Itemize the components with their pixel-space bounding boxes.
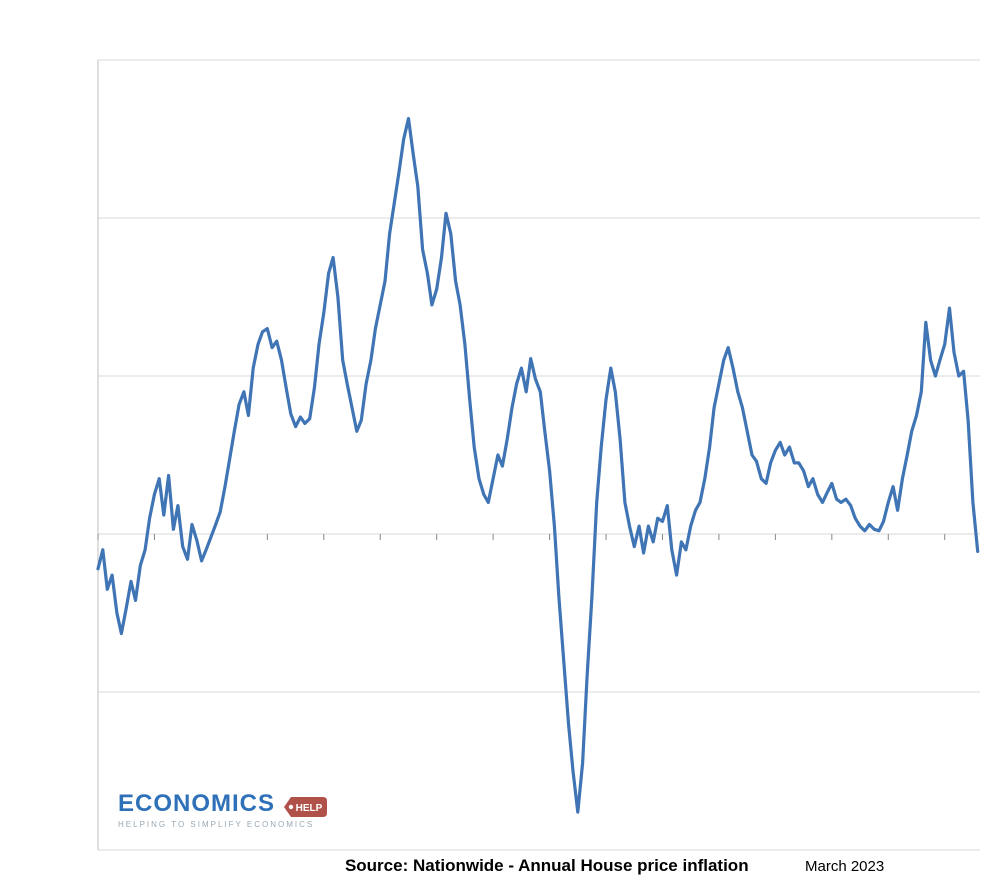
source-text: Source: Nationwide - Annual House price … [345, 856, 749, 876]
logo-main-text: ECONOMICS [118, 790, 275, 817]
plot-area [0, 0, 1000, 891]
date-note: March 2023 [805, 858, 884, 875]
svg-text:HELP: HELP [296, 803, 323, 814]
economics-help-logo: ECONOMICS HELP HELPING TO SIMPLIFY ECONO… [118, 790, 331, 829]
logo-tag-icon: HELP [283, 794, 331, 820]
chart-container: UK House Price Inflation Drops Year % Ch… [0, 0, 1000, 891]
logo-subtext: HELPING TO SIMPLIFY ECONOMICS [118, 820, 331, 829]
